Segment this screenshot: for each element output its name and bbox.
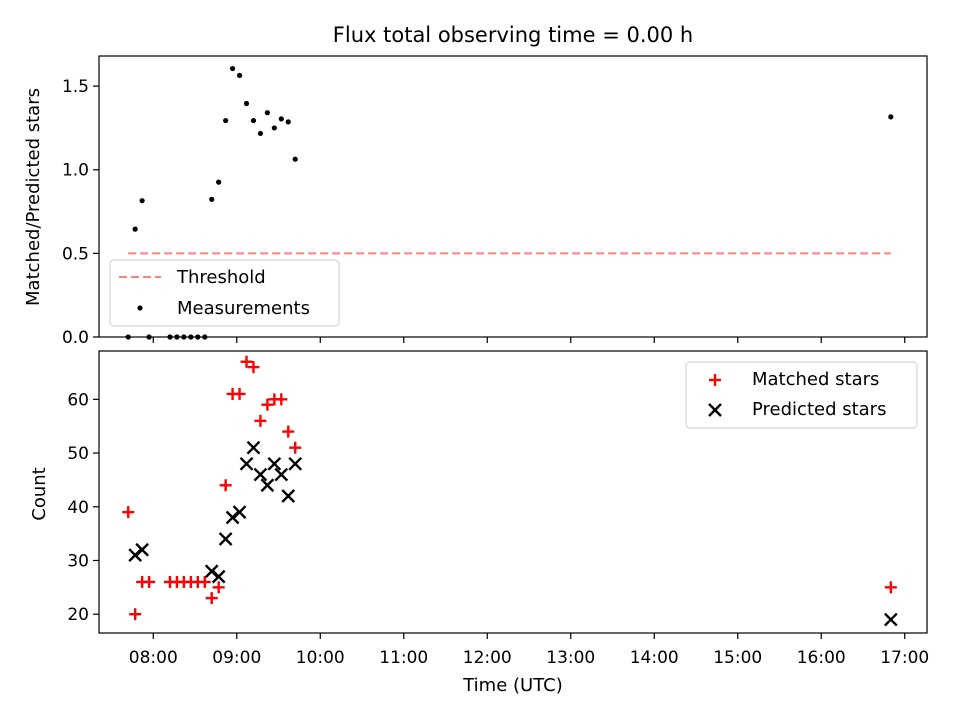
measurement-point xyxy=(243,100,250,107)
predicted-stars-point xyxy=(260,478,275,493)
x-tick-label: 10:00 xyxy=(296,648,345,668)
bottom-y-tick-label: 50 xyxy=(67,444,89,464)
x-tick-label: 09:00 xyxy=(212,648,261,668)
top-y-tick-label: 0.5 xyxy=(62,244,89,264)
measurement-point xyxy=(888,114,894,120)
matched-stars-point xyxy=(289,441,302,454)
measurement-point xyxy=(209,196,215,202)
bottom-marks xyxy=(122,355,898,627)
predicted-stars-point xyxy=(239,456,254,471)
measurement-point xyxy=(216,179,222,185)
x-tick-label: 17:00 xyxy=(880,648,929,668)
bottom-y-axis-label: Count xyxy=(29,467,50,520)
measurement-point xyxy=(229,65,236,72)
predicted-stars-point xyxy=(883,612,898,627)
predicted-stars-point xyxy=(267,456,282,471)
measurement-point xyxy=(236,72,243,79)
matched-stars-point xyxy=(129,608,142,621)
bottom-y-tick-label: 40 xyxy=(67,498,89,518)
measurement-point xyxy=(257,130,264,137)
matched-stars-point xyxy=(282,425,295,438)
matched-stars-point xyxy=(254,414,267,427)
legend-measurements-label: Measurements xyxy=(177,298,310,319)
x-tick-label: 13:00 xyxy=(546,648,595,668)
measurement-point xyxy=(139,198,145,204)
matched-stars-point xyxy=(212,581,225,594)
measurement-point xyxy=(278,116,284,122)
predicted-stars-point xyxy=(281,489,296,503)
legend-matched-label: Matched stars xyxy=(752,369,879,390)
x-tick-label: 11:00 xyxy=(379,648,428,668)
bottom-y-tick-label: 30 xyxy=(67,551,89,571)
measurement-point xyxy=(250,117,257,124)
matched-stars-point xyxy=(219,479,232,492)
x-tick-label: 12:00 xyxy=(463,648,512,668)
top-legend: Threshold Measurements xyxy=(109,259,340,327)
bottom-axes-frame xyxy=(98,350,928,634)
top-axes-frame xyxy=(98,55,928,338)
legend-predicted-label: Predicted stars xyxy=(752,399,886,420)
predicted-stars-point xyxy=(135,542,149,557)
matched-stars-point xyxy=(198,575,211,588)
x-tick-label: 15:00 xyxy=(713,648,762,668)
figure-title: Flux total observing time = 0.00 h xyxy=(333,23,693,47)
top-x-ticks xyxy=(152,337,906,343)
top-panel: 0.0 0.5 1.0 1.5 Matched/Predicted stars Thr… xyxy=(23,55,928,348)
top-y-axis-label: Matched/Predicted stars xyxy=(23,88,44,306)
predicted-stars-point xyxy=(253,467,268,482)
predicted-stars-point xyxy=(218,532,233,546)
bottom-panel: 20 30 40 50 60 08:00 09:00 10:00 11:00 12:00 13:0… xyxy=(29,350,929,696)
bottom-legend-box xyxy=(685,361,918,429)
bottom-x-ticks: 08:00 09:00 10:00 11:00 12:00 13:00 14:00 15:00… xyxy=(129,633,929,668)
matched-stars-point xyxy=(247,361,260,374)
matched-stars-point xyxy=(261,398,274,411)
top-y-tick-label: 0.0 xyxy=(62,328,89,348)
top-y-tick-label: 1.5 xyxy=(62,77,89,97)
top-y-ticks: 0.0 0.5 1.0 1.5 xyxy=(62,77,99,348)
x-tick-label: 14:00 xyxy=(630,648,679,668)
top-y-tick-label: 1.0 xyxy=(62,161,89,181)
x-tick-label: 16:00 xyxy=(797,648,846,668)
predicted-stars-point xyxy=(232,505,247,519)
predicted-stars-point xyxy=(246,440,261,455)
matched-stars-point xyxy=(143,575,156,588)
bottom-y-tick-label: 60 xyxy=(67,390,89,410)
predicted-stars-point xyxy=(274,467,289,482)
matched-stars-point xyxy=(122,506,135,519)
legend-predicted-swatch xyxy=(708,403,722,417)
matched-stars-point xyxy=(205,592,218,605)
matched-stars-point xyxy=(275,393,288,406)
predicted-stars-point xyxy=(211,569,226,584)
bottom-legend: Matched stars Predicted stars xyxy=(685,361,918,429)
measurement-point xyxy=(223,117,229,124)
bottom-y-ticks: 20 30 40 50 60 xyxy=(67,390,99,625)
matched-stars-point xyxy=(884,581,897,594)
measurement-point xyxy=(264,110,270,116)
legend-measurements-swatch xyxy=(137,305,143,311)
measurement-point xyxy=(292,156,298,162)
measurement-point xyxy=(271,125,277,131)
x-tick-label: 08:00 xyxy=(129,648,178,668)
legend-threshold-label: Threshold xyxy=(176,267,266,288)
top-legend-box xyxy=(109,259,340,327)
matched-stars-point xyxy=(233,387,246,400)
matched-stars-point xyxy=(240,355,253,368)
bottom-y-tick-label: 20 xyxy=(67,605,89,625)
measurement-point xyxy=(132,226,138,232)
measurement-point xyxy=(285,119,291,125)
predicted-stars-point xyxy=(288,456,303,471)
x-axis-label: Time (UTC) xyxy=(462,675,563,696)
legend-matched-swatch xyxy=(709,374,721,386)
